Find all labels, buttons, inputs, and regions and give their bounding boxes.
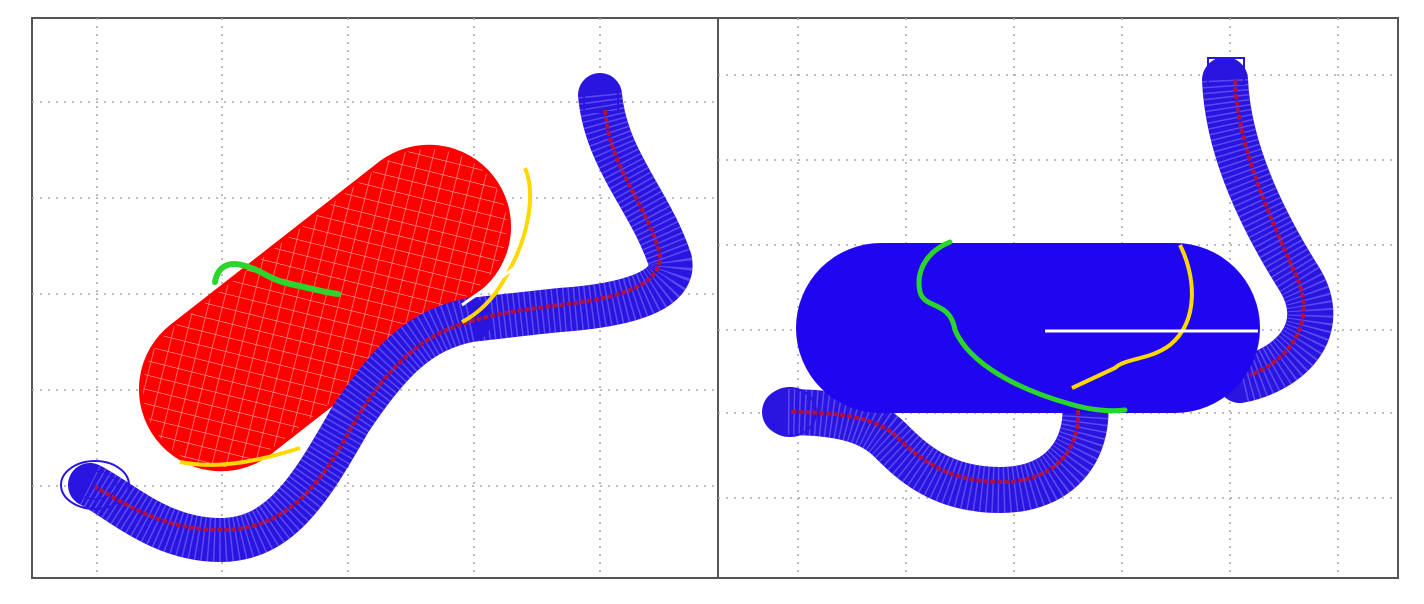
left-panel — [31, 17, 719, 579]
left-centerline — [94, 109, 663, 533]
left-yellow-curve-lower — [179, 446, 301, 467]
right-centerline-upper — [1233, 79, 1306, 377]
left-yellow-curve-upper — [461, 167, 533, 324]
left-tube-end-bottom — [60, 460, 130, 510]
left-tube-back — [448, 73, 693, 342]
right-tube-end-top — [1207, 57, 1245, 85]
left-white-line — [461, 234, 561, 307]
left-tube-end-top — [583, 85, 619, 113]
right-capsule — [796, 243, 1260, 413]
left-green-curve — [212, 261, 341, 297]
right-panel — [717, 17, 1399, 579]
right-green-curve — [916, 239, 1128, 414]
right-yellow-curve — [1071, 244, 1194, 390]
right-centerline-lower — [789, 409, 1081, 485]
